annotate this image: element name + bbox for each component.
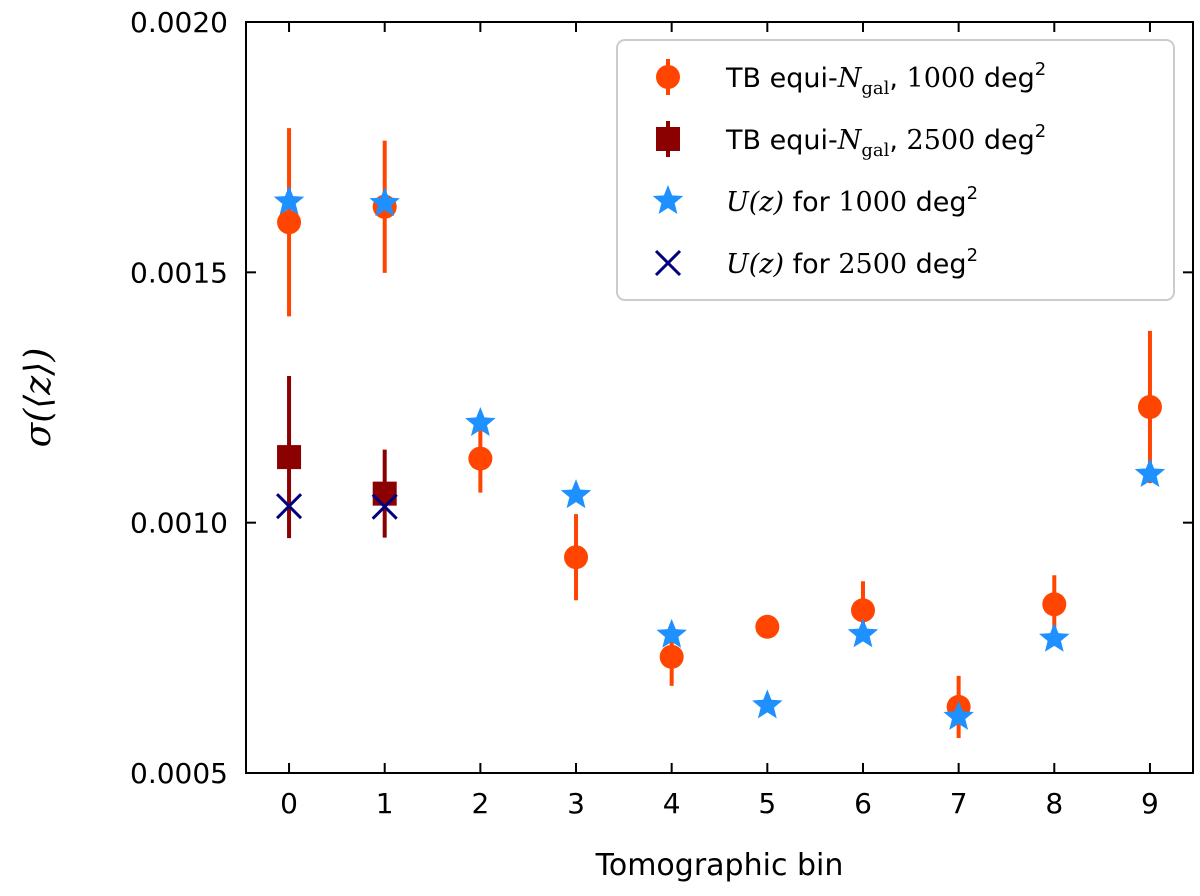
x-marker-stroke — [654, 249, 682, 277]
y-tick-label: 0.0020 — [130, 6, 228, 39]
legend-number: 1000 — [907, 63, 976, 94]
legend-marker — [654, 249, 682, 277]
x-tick-label: 7 — [950, 787, 968, 820]
legend-box — [616, 39, 1175, 301]
point-1000deg2 — [850, 598, 875, 623]
x-tick-label: 1 — [376, 787, 394, 820]
x-tick-label: 0 — [280, 787, 298, 820]
legend-sep: , — [889, 125, 906, 156]
star-uz-1000deg2 — [943, 700, 974, 730]
star-uz-1000deg2 — [847, 618, 879, 648]
legend-unit: deg — [907, 249, 966, 280]
star-uz-1000deg2 — [273, 185, 305, 215]
legend-subscript: gal — [861, 78, 889, 99]
point-1000deg2 — [659, 644, 684, 669]
legend-marker — [652, 185, 684, 214]
data-marks — [273, 128, 1166, 738]
legend-label: TB equi-Ngal, 2500 deg2 — [725, 121, 1046, 161]
legend-superscript: 2 — [967, 245, 978, 266]
x-tick-label: 5 — [758, 787, 776, 820]
legend-superscript: 2 — [1035, 121, 1046, 142]
y-tick-label: 0.0010 — [130, 507, 228, 540]
legend-prefix: TB equi- — [725, 63, 838, 94]
y-axis-label: σ(⟨z⟩) — [18, 348, 59, 448]
legend-label: U(z) for 2500 deg2 — [726, 245, 978, 280]
y-tick-label: 0.0015 — [130, 256, 228, 289]
x-tick-label: 6 — [854, 787, 872, 820]
legend-variable: U(z) — [726, 249, 784, 280]
x-uz-2500deg2 — [371, 493, 398, 520]
point-1000deg2 — [1137, 395, 1162, 420]
x-tick-label: 8 — [1045, 787, 1063, 820]
legend-superscript: 2 — [967, 183, 978, 204]
axis-ticks: 0 1 2 3 4 5 6 7 8 9 0.0005 0.0010 0.0015 0.0020 — [130, 6, 1193, 820]
x-marker-stroke — [371, 493, 398, 520]
legend-variable: N — [837, 63, 863, 94]
legend-variable: N — [837, 125, 863, 156]
x-axis-label: Tomographic bin — [595, 848, 844, 883]
legend-label: U(z) for 1000 deg2 — [726, 183, 978, 218]
legend-sep: for — [784, 249, 838, 280]
legend-sep: for — [784, 187, 838, 218]
point-1000deg2 — [277, 210, 302, 235]
legend-number: 2500 — [907, 125, 976, 156]
star-uz-1000deg2 — [560, 479, 592, 509]
star-uz-1000deg2 — [752, 689, 783, 719]
point-1000deg2 — [755, 614, 780, 639]
star-uz-1000deg2 — [656, 618, 687, 648]
legend-number: 2500 — [838, 249, 907, 280]
legend-number: 1000 — [838, 187, 907, 218]
legend-marker — [656, 65, 680, 89]
y-tick-label: 0.0005 — [130, 757, 228, 790]
point-1000deg2 — [564, 545, 589, 570]
x-uz-2500deg2 — [275, 493, 303, 520]
star-uz-1000deg2 — [465, 407, 496, 436]
legend-unit: deg — [907, 187, 966, 218]
legend-subscript: gal — [861, 140, 889, 161]
legend-variable: U(z) — [726, 187, 784, 218]
x-tick-label: 2 — [471, 787, 489, 820]
legend-label: TB equi-Ngal, 1000 deg2 — [725, 59, 1046, 99]
legend-prefix: TB equi- — [725, 125, 838, 156]
point-2500deg2 — [277, 445, 302, 470]
point-1000deg2 — [1042, 592, 1067, 617]
x-tick-label: 4 — [663, 787, 681, 820]
star-uz-1000deg2 — [1039, 622, 1070, 652]
point-1000deg2 — [468, 446, 493, 471]
star-uz-1000deg2 — [369, 187, 400, 217]
x-tick-label: 9 — [1141, 787, 1159, 820]
legend-unit: deg — [975, 63, 1034, 94]
legend-unit: deg — [975, 125, 1034, 156]
star-uz-1000deg2 — [1134, 458, 1166, 488]
legend-superscript: 2 — [1035, 59, 1046, 80]
point-2500deg2 — [372, 481, 397, 506]
x-tick-label: 3 — [567, 787, 585, 820]
legend-marker — [656, 127, 680, 151]
legend-sep: , — [889, 63, 906, 94]
x-marker-stroke — [275, 493, 303, 520]
